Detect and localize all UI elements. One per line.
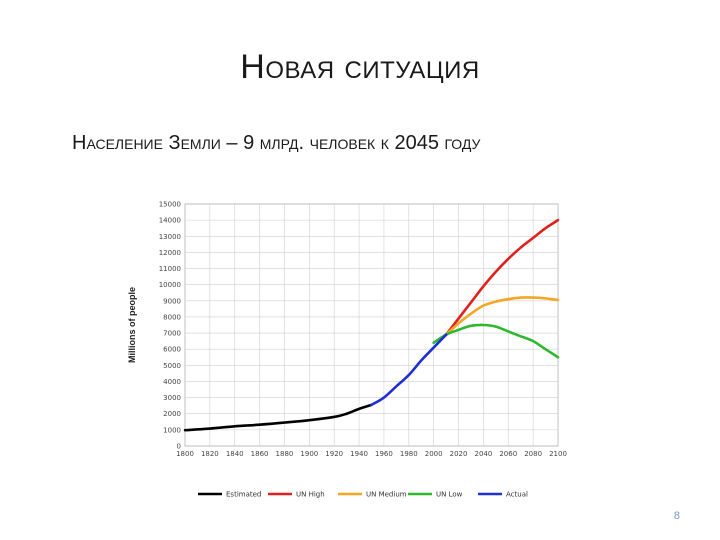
x-tick-label: 1820 <box>201 450 219 458</box>
series-line-un-low <box>432 323 560 359</box>
series-line-estimated <box>183 403 373 432</box>
series-line-actual <box>370 333 448 407</box>
x-tick-label: 1940 <box>350 450 368 458</box>
population-chart: 0 1000 2000 3000 4000 5000 6000 7000 8000 9000 100… <box>127 201 567 499</box>
legend-label: UN High <box>296 491 325 499</box>
y-tick-label: 14000 <box>159 217 181 225</box>
y-tick-label: 4000 <box>163 378 181 386</box>
legend-label: UN Medium <box>366 491 407 499</box>
y-tick-label: 6000 <box>163 346 181 354</box>
page-number: 8 <box>673 510 680 522</box>
legend-label: UN Low <box>436 491 463 499</box>
y-tick-label: 8000 <box>163 313 181 321</box>
x-tick-label: 1920 <box>325 450 343 458</box>
plot-area <box>184 203 559 447</box>
y-tick-label: 11000 <box>159 265 181 273</box>
legend-label: Actual <box>506 491 528 499</box>
x-tick-label: 2100 <box>549 450 567 458</box>
x-tick-label: 1880 <box>276 450 294 458</box>
x-tick-label: 1840 <box>226 450 244 458</box>
y-tick-label: 12000 <box>159 249 181 257</box>
slide-subtitle: Население Земли – 9 млрд. человек к 2045… <box>72 132 481 154</box>
x-tick-label: 1900 <box>300 450 318 458</box>
x-tick-label: 1800 <box>176 450 194 458</box>
y-tick-label: 10000 <box>159 281 181 289</box>
series-line-un-medium <box>444 296 560 336</box>
x-tick-label: 2040 <box>474 450 492 458</box>
x-tick-label: 2020 <box>450 450 468 458</box>
y-tick-label: 9000 <box>163 297 181 305</box>
y-tick-label: 1000 <box>163 426 181 434</box>
x-tick-label: 1860 <box>251 450 269 458</box>
series-line-un-high <box>444 218 560 336</box>
y-axis-label: Millions of people <box>127 287 137 363</box>
legend-label: Estimated <box>226 491 261 499</box>
y-tick-label: 3000 <box>163 394 181 402</box>
y-tick-label: 15000 <box>159 201 181 209</box>
x-tick-label: 1980 <box>400 450 418 458</box>
x-tick-label: 2060 <box>499 450 517 458</box>
slide-title: Новая ситуация <box>240 48 480 86</box>
x-tick-label: 1960 <box>375 450 393 458</box>
y-tick-label: 5000 <box>163 362 181 370</box>
y-tick-label: 7000 <box>163 330 181 338</box>
y-tick-label: 13000 <box>159 233 181 241</box>
y-tick-label: 2000 <box>163 410 181 418</box>
x-tick-label: 2000 <box>425 450 443 458</box>
x-tick-label: 2080 <box>524 450 542 458</box>
y-tick-label: 0 <box>177 443 181 451</box>
